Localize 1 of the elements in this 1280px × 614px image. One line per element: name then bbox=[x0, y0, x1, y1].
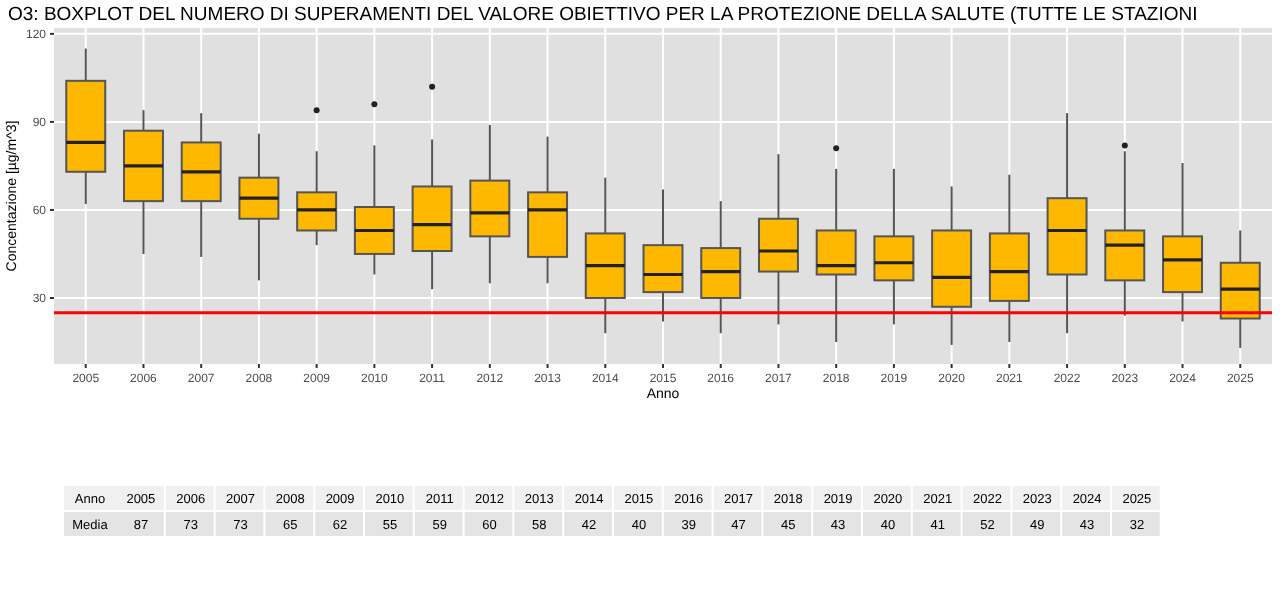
chart-title: O3: BOXPLOT DEL NUMERO DI SUPERAMENTI DEL VALORE OBIETTIVO PER LA PROTEZIONE DELLA SALUTE (TUTTE LE STAZIONI bbox=[8, 4, 1198, 26]
